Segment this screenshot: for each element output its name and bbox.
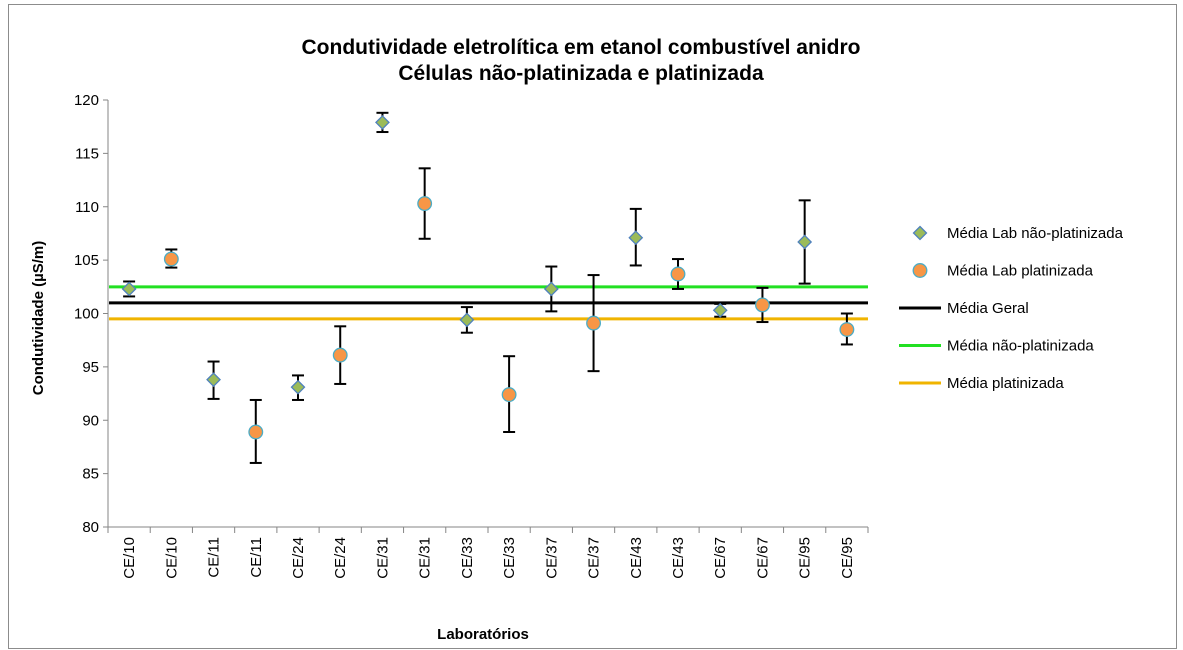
y-tick-label: 115 bbox=[75, 145, 99, 162]
x-tick-label: CE/43 bbox=[670, 537, 687, 579]
data-point-diamond bbox=[797, 234, 813, 250]
data-point-circle bbox=[670, 266, 686, 282]
data-point-diamond bbox=[290, 379, 306, 395]
y-tick-label: 80 bbox=[82, 519, 99, 536]
chart-svg: Condutividade eletrolítica em etanol com… bbox=[30, 36, 1124, 643]
x-tick-label: CE/33 bbox=[501, 537, 518, 579]
y-tick-label: 95 bbox=[82, 359, 99, 376]
x-tick-label: CE/67 bbox=[712, 537, 729, 579]
y-tick-label: 120 bbox=[74, 92, 99, 109]
data-point-diamond bbox=[712, 302, 728, 318]
x-tick-label: CE/37 bbox=[543, 537, 560, 579]
y-tick-label: 85 bbox=[82, 466, 99, 483]
x-tick-label: CE/11 bbox=[206, 537, 223, 578]
chart-title-line-2: Células não-platinizada e platinizada bbox=[398, 62, 764, 85]
y-tick-label: 100 bbox=[74, 306, 99, 323]
data-point-diamond bbox=[543, 281, 559, 297]
y-tick-label: 110 bbox=[75, 199, 99, 216]
x-tick-label: CE/33 bbox=[459, 537, 476, 579]
x-tick-label: CE/37 bbox=[586, 537, 603, 579]
chart-title-line-1: Condutividade eletrolítica em etanol com… bbox=[302, 36, 861, 59]
data-point-circle bbox=[332, 347, 348, 363]
legend-label: Média Lab não-platinizada bbox=[947, 225, 1124, 242]
x-tick-label: CE/43 bbox=[628, 537, 645, 579]
x-tick-label: CE/11 bbox=[248, 537, 265, 578]
data-point-diamond bbox=[375, 114, 390, 130]
x-tick-label: CE/67 bbox=[754, 537, 771, 579]
data-point-circle bbox=[417, 196, 433, 211]
x-axis-title: Laboratórios bbox=[437, 626, 529, 643]
x-tick-label: CE/24 bbox=[332, 537, 349, 579]
legend: Média Lab não-platinizada Média Lab plati… bbox=[899, 225, 1124, 392]
x-tick-label: CE/31 bbox=[374, 537, 391, 579]
chart-frame: Condutividade eletrolítica em etanol com… bbox=[8, 4, 1177, 649]
data-point-circle bbox=[754, 297, 770, 313]
x-tick-label: CE/10 bbox=[121, 537, 138, 579]
data-point-diamond bbox=[628, 230, 644, 246]
data-point-circle bbox=[501, 387, 517, 403]
x-tick-label: CE/95 bbox=[839, 537, 856, 579]
plot-area: 80 85 90 95 100 105 110 115 120 CE/10 CE/10 CE/11 CE… bbox=[74, 92, 869, 579]
y-tick-label: 105 bbox=[74, 252, 99, 269]
x-tick-label: CE/31 bbox=[417, 537, 434, 579]
data-point-circle bbox=[912, 263, 928, 278]
data-point-circle bbox=[163, 251, 179, 267]
data-point-circle bbox=[248, 424, 264, 440]
legend-label: Média platinizada bbox=[947, 375, 1064, 392]
data-point-diamond bbox=[121, 281, 137, 297]
x-tick-label: CE/95 bbox=[797, 537, 814, 579]
data-point-circle bbox=[586, 315, 602, 331]
y-tick-label: 90 bbox=[82, 412, 99, 429]
data-point-diamond bbox=[459, 312, 475, 328]
x-tick-label: CE/24 bbox=[290, 537, 307, 579]
data-point-circle bbox=[839, 322, 855, 337]
data-point-diamond bbox=[912, 225, 928, 241]
legend-label: Média Geral bbox=[947, 300, 1029, 317]
y-axis-title: Condutividade (µS/m) bbox=[30, 241, 47, 395]
legend-label: Média Lab platinizada bbox=[947, 263, 1094, 280]
x-tick-label: CE/10 bbox=[163, 537, 180, 579]
legend-label: Média não-platinizada bbox=[947, 338, 1094, 355]
data-point-diamond bbox=[206, 372, 221, 388]
